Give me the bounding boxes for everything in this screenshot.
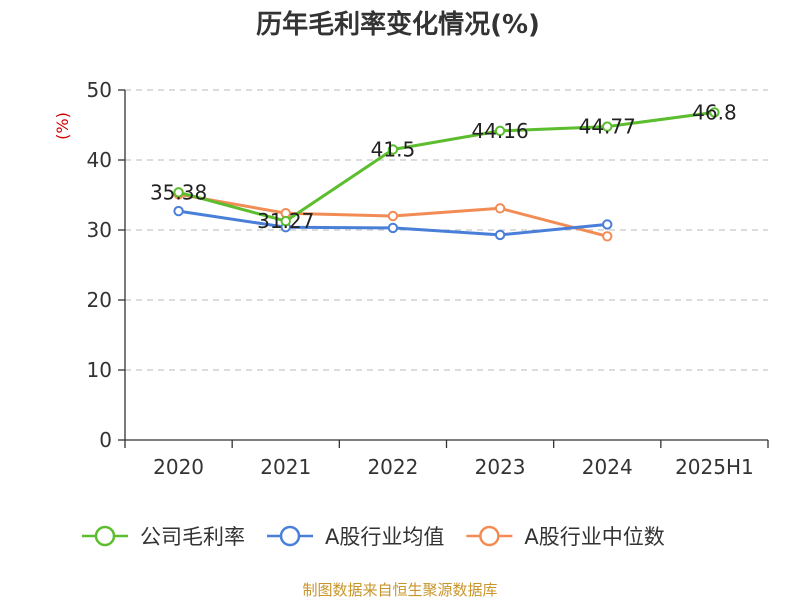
data-label: 31.27 bbox=[257, 209, 314, 233]
data-point[interactable] bbox=[173, 187, 184, 198]
legend-label: A股行业中位数 bbox=[524, 525, 664, 549]
source-note: 制图数据来自恒生聚源数据库 bbox=[302, 581, 497, 599]
series-line bbox=[178, 110, 715, 223]
x-tick-label: 2023 bbox=[475, 455, 526, 479]
legend-item-1[interactable]: 公司毛利率 bbox=[82, 525, 245, 549]
data-point[interactable] bbox=[494, 229, 506, 241]
y-tick-label: 10 bbox=[87, 358, 112, 382]
legend-label: 公司毛利率 bbox=[140, 525, 245, 549]
legend[interactable]: 公司毛利率 A股行业均值 A股行业中位数 bbox=[82, 525, 665, 549]
data-labels: 35.38 31.27 41.5 44.16 44.77 46.8 bbox=[150, 100, 737, 233]
y-tick-label: 30 bbox=[87, 218, 112, 242]
data-point[interactable] bbox=[602, 231, 613, 242]
data-point[interactable] bbox=[494, 125, 506, 137]
data-label: 44.77 bbox=[579, 115, 636, 139]
series-1 bbox=[173, 107, 720, 227]
data-point[interactable] bbox=[387, 222, 399, 234]
legend-item-2[interactable]: A股行业均值 bbox=[267, 525, 444, 549]
data-point[interactable] bbox=[602, 121, 613, 132]
legend-marker bbox=[94, 525, 116, 547]
x-tick-label: 2021 bbox=[260, 455, 311, 479]
legend-label: A股行业均值 bbox=[325, 525, 444, 549]
y-tick-label: 20 bbox=[87, 288, 112, 312]
legend-item-3[interactable]: A股行业中位数 bbox=[466, 525, 665, 549]
series-layer bbox=[173, 107, 720, 242]
x-tick-label: 2024 bbox=[582, 455, 633, 479]
series-2 bbox=[173, 205, 613, 241]
data-point[interactable] bbox=[602, 219, 613, 230]
x-tick-label: 2022 bbox=[367, 455, 418, 479]
y-tick-label: 0 bbox=[99, 428, 112, 452]
y-tick-label: 40 bbox=[87, 148, 112, 172]
data-point[interactable] bbox=[387, 210, 399, 222]
legend-marker bbox=[479, 525, 500, 547]
data-point[interactable] bbox=[709, 107, 720, 118]
series-3 bbox=[173, 189, 613, 242]
y-tick-label: 50 bbox=[87, 78, 112, 102]
y-axis-label: (%) bbox=[53, 112, 72, 140]
x-tick-label: 2025H1 bbox=[675, 455, 754, 479]
data-point[interactable] bbox=[280, 215, 291, 227]
data-point[interactable] bbox=[173, 205, 184, 217]
chart-title: 历年毛利率变化情况(%) bbox=[256, 9, 540, 40]
data-label: 44.16 bbox=[471, 119, 528, 143]
data-label: 35.38 bbox=[150, 180, 207, 204]
legend-marker bbox=[279, 525, 301, 547]
data-label: 41.5 bbox=[371, 138, 416, 162]
axes: 0 10 20 30 40 50 2020 2021 2022 2023 2024 2025H1 bbox=[87, 78, 769, 479]
data-label: 46.8 bbox=[692, 100, 737, 124]
x-tick-label: 2020 bbox=[153, 455, 204, 479]
data-point[interactable] bbox=[494, 203, 506, 214]
data-point[interactable] bbox=[387, 144, 399, 155]
